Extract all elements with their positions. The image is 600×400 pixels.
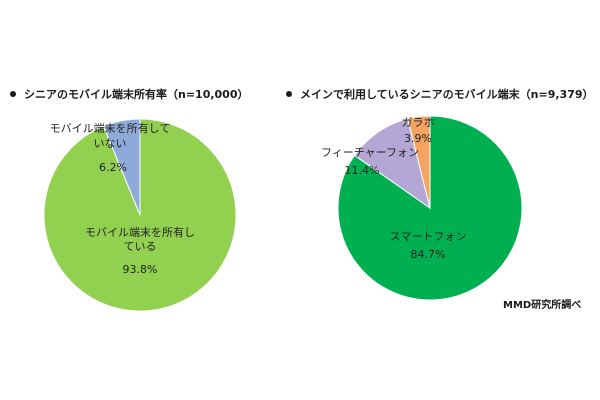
left-chart-title: シニアのモバイル端末所有率（n=10,000） [10, 86, 249, 102]
slice-label: ガラホ [402, 116, 435, 129]
slice-label: いない [94, 137, 127, 150]
slice-label: ている [124, 240, 157, 253]
slice-value-label: 93.8% [123, 263, 158, 276]
pie-slice [407, 115, 431, 209]
slice-value-label: 84.7% [411, 248, 446, 261]
slice-label: フィーチャーフォン [321, 146, 419, 159]
pie-slice [337, 115, 523, 301]
slice-label: モバイル端末を所有して [50, 121, 171, 135]
right-chart-title: メインで利用しているシニアのモバイル端末（n=9,379） [286, 86, 594, 102]
bullet-icon [286, 91, 292, 97]
slice-value-label: 6.2% [99, 161, 127, 174]
bullet-icon [10, 91, 16, 97]
pie-slice [353, 118, 431, 210]
slice-label: スマートフォン [390, 230, 467, 243]
slice-value-label: 3.9% [404, 132, 432, 145]
source-note: MMD研究所調べ [503, 300, 582, 311]
right-pie-chart: スマートフォン 84.7% フィーチャーフォン 11.4% ガラホ 3.9% [321, 115, 523, 301]
slice-label: モバイル端末を所有し [85, 225, 195, 239]
pie-slice [102, 118, 141, 216]
slice-value-label: 11.4% [345, 164, 380, 177]
